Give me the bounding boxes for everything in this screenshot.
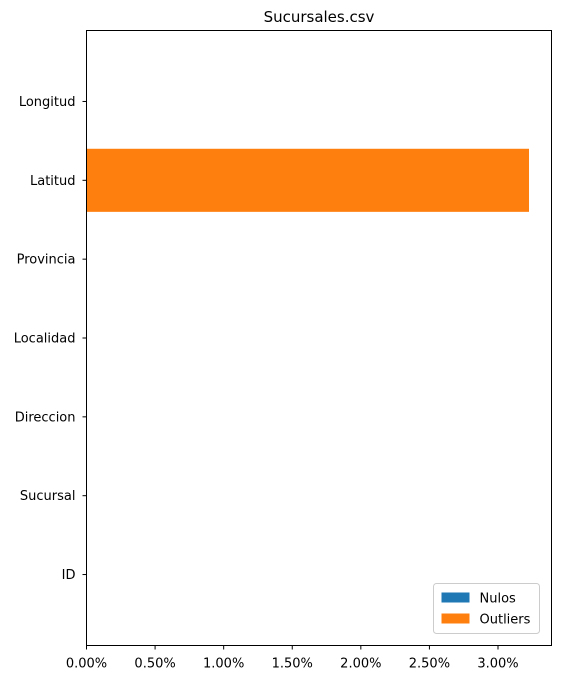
- y-tick-label: Direccion: [15, 410, 76, 425]
- y-tick-label: Provincia: [17, 253, 76, 268]
- x-tick-label: 0.00%: [66, 657, 107, 672]
- chart-title: Sucursales.csv: [264, 8, 375, 26]
- y-tick-label: Sucursal: [20, 489, 76, 504]
- x-axis: 0.00% 0.50% 1.00% 1.50% 2.00% 2.50% 3.00%: [66, 645, 519, 672]
- legend-label-nulos: Nulos: [480, 592, 517, 607]
- x-tick-label: 2.50%: [409, 657, 450, 672]
- y-axis: ID Sucursal Direccion Localidad Provincia Lat…: [14, 95, 87, 583]
- plot-frame: [86, 30, 552, 646]
- y-tick-label: Latitud: [30, 174, 76, 189]
- x-tick-label: 1.50%: [272, 657, 313, 672]
- bars: [86, 148, 530, 212]
- legend-swatch-outliers: [441, 613, 470, 624]
- y-tick-label: Longitud: [19, 95, 76, 110]
- y-tick-label: ID: [62, 568, 76, 583]
- legend-swatch-nulos: [441, 592, 470, 603]
- x-tick-label: 1.00%: [203, 657, 244, 672]
- legend: Nulos Outliers: [433, 583, 540, 634]
- x-tick-label: 3.00%: [477, 657, 518, 672]
- x-tick-label: 2.00%: [340, 657, 381, 672]
- x-tick-label: 0.50%: [134, 657, 175, 672]
- legend-label-outliers: Outliers: [480, 613, 531, 628]
- y-tick-label: Localidad: [14, 332, 76, 347]
- bar-outliers-latitud: [86, 148, 530, 212]
